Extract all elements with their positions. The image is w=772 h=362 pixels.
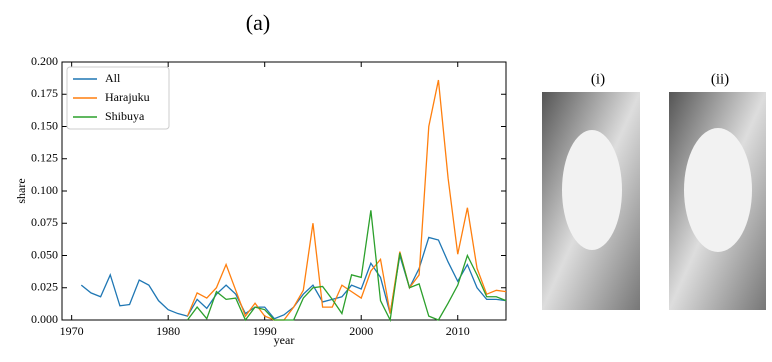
x-tick-label: 1990 xyxy=(253,324,277,338)
y-tick-label: 0.000 xyxy=(31,312,58,326)
panel-label: (i) xyxy=(591,71,605,87)
y-tick-label: 0.100 xyxy=(31,183,58,197)
x-axis-label: year xyxy=(274,333,295,347)
x-tick-label: 2000 xyxy=(349,324,373,338)
x-tick-label: 2010 xyxy=(446,324,470,338)
y-axis-label: share xyxy=(14,178,28,203)
legend-label: Shibuya xyxy=(105,109,145,123)
x-tick-label: 1970 xyxy=(60,324,84,338)
y-tick-label: 0.025 xyxy=(31,280,58,294)
legend-label: Harajuku xyxy=(105,90,150,104)
y-tick-label: 0.200 xyxy=(31,54,58,68)
legend-box xyxy=(66,66,170,130)
y-tick-label: 0.050 xyxy=(31,247,58,261)
y-tick-label: 0.125 xyxy=(31,151,58,165)
photo-figure xyxy=(684,128,752,252)
chart-title: (a) xyxy=(246,10,270,35)
line xyxy=(186,210,507,323)
panel-label: (ii) xyxy=(711,71,729,87)
line xyxy=(186,79,507,321)
y-tick-label: 0.075 xyxy=(31,215,58,229)
x-tick-label: 1980 xyxy=(156,324,180,338)
legend-label: All xyxy=(105,71,121,85)
y-tick-label: 0.150 xyxy=(31,118,58,132)
photo-figure xyxy=(562,130,622,250)
y-tick-label: 0.175 xyxy=(31,86,58,100)
